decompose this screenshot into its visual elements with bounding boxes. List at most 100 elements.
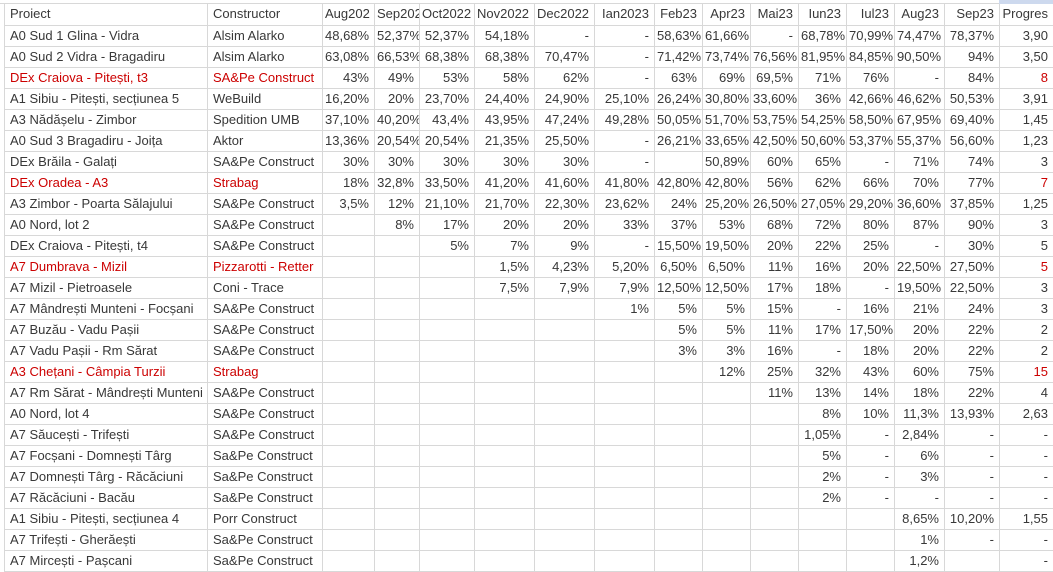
cell-ian2023[interactable] <box>594 550 655 572</box>
cell-iul23[interactable]: 80% <box>846 214 895 236</box>
cell-aug2022[interactable] <box>322 277 375 299</box>
cell-constructor[interactable]: Sa&Pe Construct <box>207 445 323 467</box>
cell-feb23[interactable]: 37% <box>654 214 703 236</box>
cell-ian2023[interactable]: 25,10% <box>594 88 655 110</box>
cell-mai23[interactable]: 25% <box>750 361 799 383</box>
cell-progres[interactable]: 2,63 <box>999 403 1053 425</box>
cell-mai23[interactable]: 60% <box>750 151 799 173</box>
cell-aug23[interactable]: - <box>894 235 945 257</box>
cell-nov2022[interactable]: 7% <box>474 235 535 257</box>
cell-progres[interactable]: 7 <box>999 172 1053 194</box>
cell-apr23[interactable] <box>702 445 751 467</box>
cell-nov2022[interactable]: 30% <box>474 151 535 173</box>
cell-oct2022[interactable]: 17% <box>419 214 475 236</box>
cell-feb23[interactable]: 15,50% <box>654 235 703 257</box>
cell-nov2022[interactable]: 24,40% <box>474 88 535 110</box>
cell-sep2022[interactable] <box>374 256 420 278</box>
cell-ian2023[interactable] <box>594 361 655 383</box>
cell-sep23[interactable]: 56,60% <box>944 130 1000 152</box>
column-header-sep2022[interactable]: Sep202 <box>374 4 420 26</box>
cell-sep2022[interactable] <box>374 382 420 404</box>
cell-progres[interactable]: 15 <box>999 361 1053 383</box>
cell-feb23[interactable]: 58,63% <box>654 25 703 47</box>
cell-iul23[interactable]: 25% <box>846 235 895 257</box>
cell-iul23[interactable]: 58,50% <box>846 109 895 131</box>
cell-proiect[interactable]: A1 Sibiu - Pitești, secțiunea 5 <box>4 88 208 110</box>
cell-iul23[interactable]: 14% <box>846 382 895 404</box>
cell-apr23[interactable] <box>702 424 751 446</box>
cell-mai23[interactable]: 11% <box>750 256 799 278</box>
cell-constructor[interactable]: Alsim Alarko <box>207 25 323 47</box>
cell-dec2022[interactable]: 41,60% <box>534 172 595 194</box>
cell-progres[interactable]: 3 <box>999 214 1053 236</box>
cell-apr23[interactable]: 3% <box>702 340 751 362</box>
cell-progres[interactable]: - <box>999 466 1053 488</box>
cell-feb23[interactable]: 26,21% <box>654 130 703 152</box>
cell-constructor[interactable]: SA&Pe Construct <box>207 424 323 446</box>
cell-ian2023[interactable]: - <box>594 46 655 68</box>
cell-oct2022[interactable] <box>419 550 475 572</box>
cell-aug2022[interactable]: 18% <box>322 172 375 194</box>
cell-feb23[interactable]: 12,50% <box>654 277 703 299</box>
cell-oct2022[interactable] <box>419 340 475 362</box>
cell-aug23[interactable]: 20% <box>894 340 945 362</box>
cell-ian2023[interactable] <box>594 487 655 509</box>
cell-apr23[interactable]: 12% <box>702 361 751 383</box>
cell-proiect[interactable]: A0 Sud 3 Bragadiru - Joița <box>4 130 208 152</box>
cell-aug23[interactable]: 46,62% <box>894 88 945 110</box>
cell-progres[interactable]: - <box>999 550 1053 572</box>
cell-dec2022[interactable]: 4,23% <box>534 256 595 278</box>
cell-iun23[interactable]: 62% <box>798 172 847 194</box>
cell-ian2023[interactable]: - <box>594 67 655 89</box>
column-header-progres[interactable]: Progres <box>999 4 1053 26</box>
cell-sep23[interactable]: 75% <box>944 361 1000 383</box>
cell-sep23[interactable]: 30% <box>944 235 1000 257</box>
cell-oct2022[interactable] <box>419 466 475 488</box>
cell-feb23[interactable]: 5% <box>654 298 703 320</box>
cell-constructor[interactable]: Sa&Pe Construct <box>207 529 323 551</box>
cell-apr23[interactable]: 69% <box>702 67 751 89</box>
cell-iul23[interactable]: - <box>846 487 895 509</box>
cell-aug2022[interactable] <box>322 403 375 425</box>
cell-proiect[interactable]: A3 Zimbor - Poarta Sălajului <box>4 193 208 215</box>
cell-mai23[interactable]: 33,60% <box>750 88 799 110</box>
cell-iun23[interactable]: 65% <box>798 151 847 173</box>
cell-iun23[interactable]: 36% <box>798 88 847 110</box>
cell-oct2022[interactable]: 5% <box>419 235 475 257</box>
cell-nov2022[interactable] <box>474 529 535 551</box>
cell-progres[interactable]: - <box>999 424 1053 446</box>
cell-aug23[interactable]: - <box>894 487 945 509</box>
cell-aug23[interactable]: 8,65% <box>894 508 945 530</box>
cell-oct2022[interactable] <box>419 424 475 446</box>
cell-aug23[interactable]: 55,37% <box>894 130 945 152</box>
cell-oct2022[interactable]: 21,10% <box>419 193 475 215</box>
cell-dec2022[interactable]: 20% <box>534 214 595 236</box>
cell-aug2022[interactable] <box>322 550 375 572</box>
cell-sep2022[interactable] <box>374 445 420 467</box>
cell-iun23[interactable]: 8% <box>798 403 847 425</box>
cell-proiect[interactable]: A3 Chețani - Câmpia Turzii <box>4 361 208 383</box>
cell-sep2022[interactable]: 49% <box>374 67 420 89</box>
cell-dec2022[interactable] <box>534 529 595 551</box>
cell-mai23[interactable] <box>750 487 799 509</box>
cell-feb23[interactable]: 63% <box>654 67 703 89</box>
cell-aug23[interactable]: 18% <box>894 382 945 404</box>
cell-ian2023[interactable]: 7,9% <box>594 277 655 299</box>
cell-aug23[interactable]: 67,95% <box>894 109 945 131</box>
cell-iul23[interactable]: - <box>846 277 895 299</box>
cell-proiect[interactable]: DEx Craiova - Pitești, t4 <box>4 235 208 257</box>
column-header-ian2023[interactable]: Ian2023 <box>594 4 655 26</box>
cell-mai23[interactable]: 56% <box>750 172 799 194</box>
cell-constructor[interactable]: SA&Pe Construct <box>207 298 323 320</box>
cell-feb23[interactable] <box>654 487 703 509</box>
cell-nov2022[interactable] <box>474 298 535 320</box>
cell-progres[interactable]: 3 <box>999 151 1053 173</box>
cell-iun23[interactable]: 2% <box>798 487 847 509</box>
cell-iul23[interactable] <box>846 529 895 551</box>
cell-dec2022[interactable] <box>534 424 595 446</box>
cell-dec2022[interactable] <box>534 340 595 362</box>
cell-proiect[interactable]: A7 Trifești - Gherăești <box>4 529 208 551</box>
cell-iun23[interactable]: 22% <box>798 235 847 257</box>
cell-apr23[interactable]: 73,74% <box>702 46 751 68</box>
cell-aug23[interactable]: 1,2% <box>894 550 945 572</box>
